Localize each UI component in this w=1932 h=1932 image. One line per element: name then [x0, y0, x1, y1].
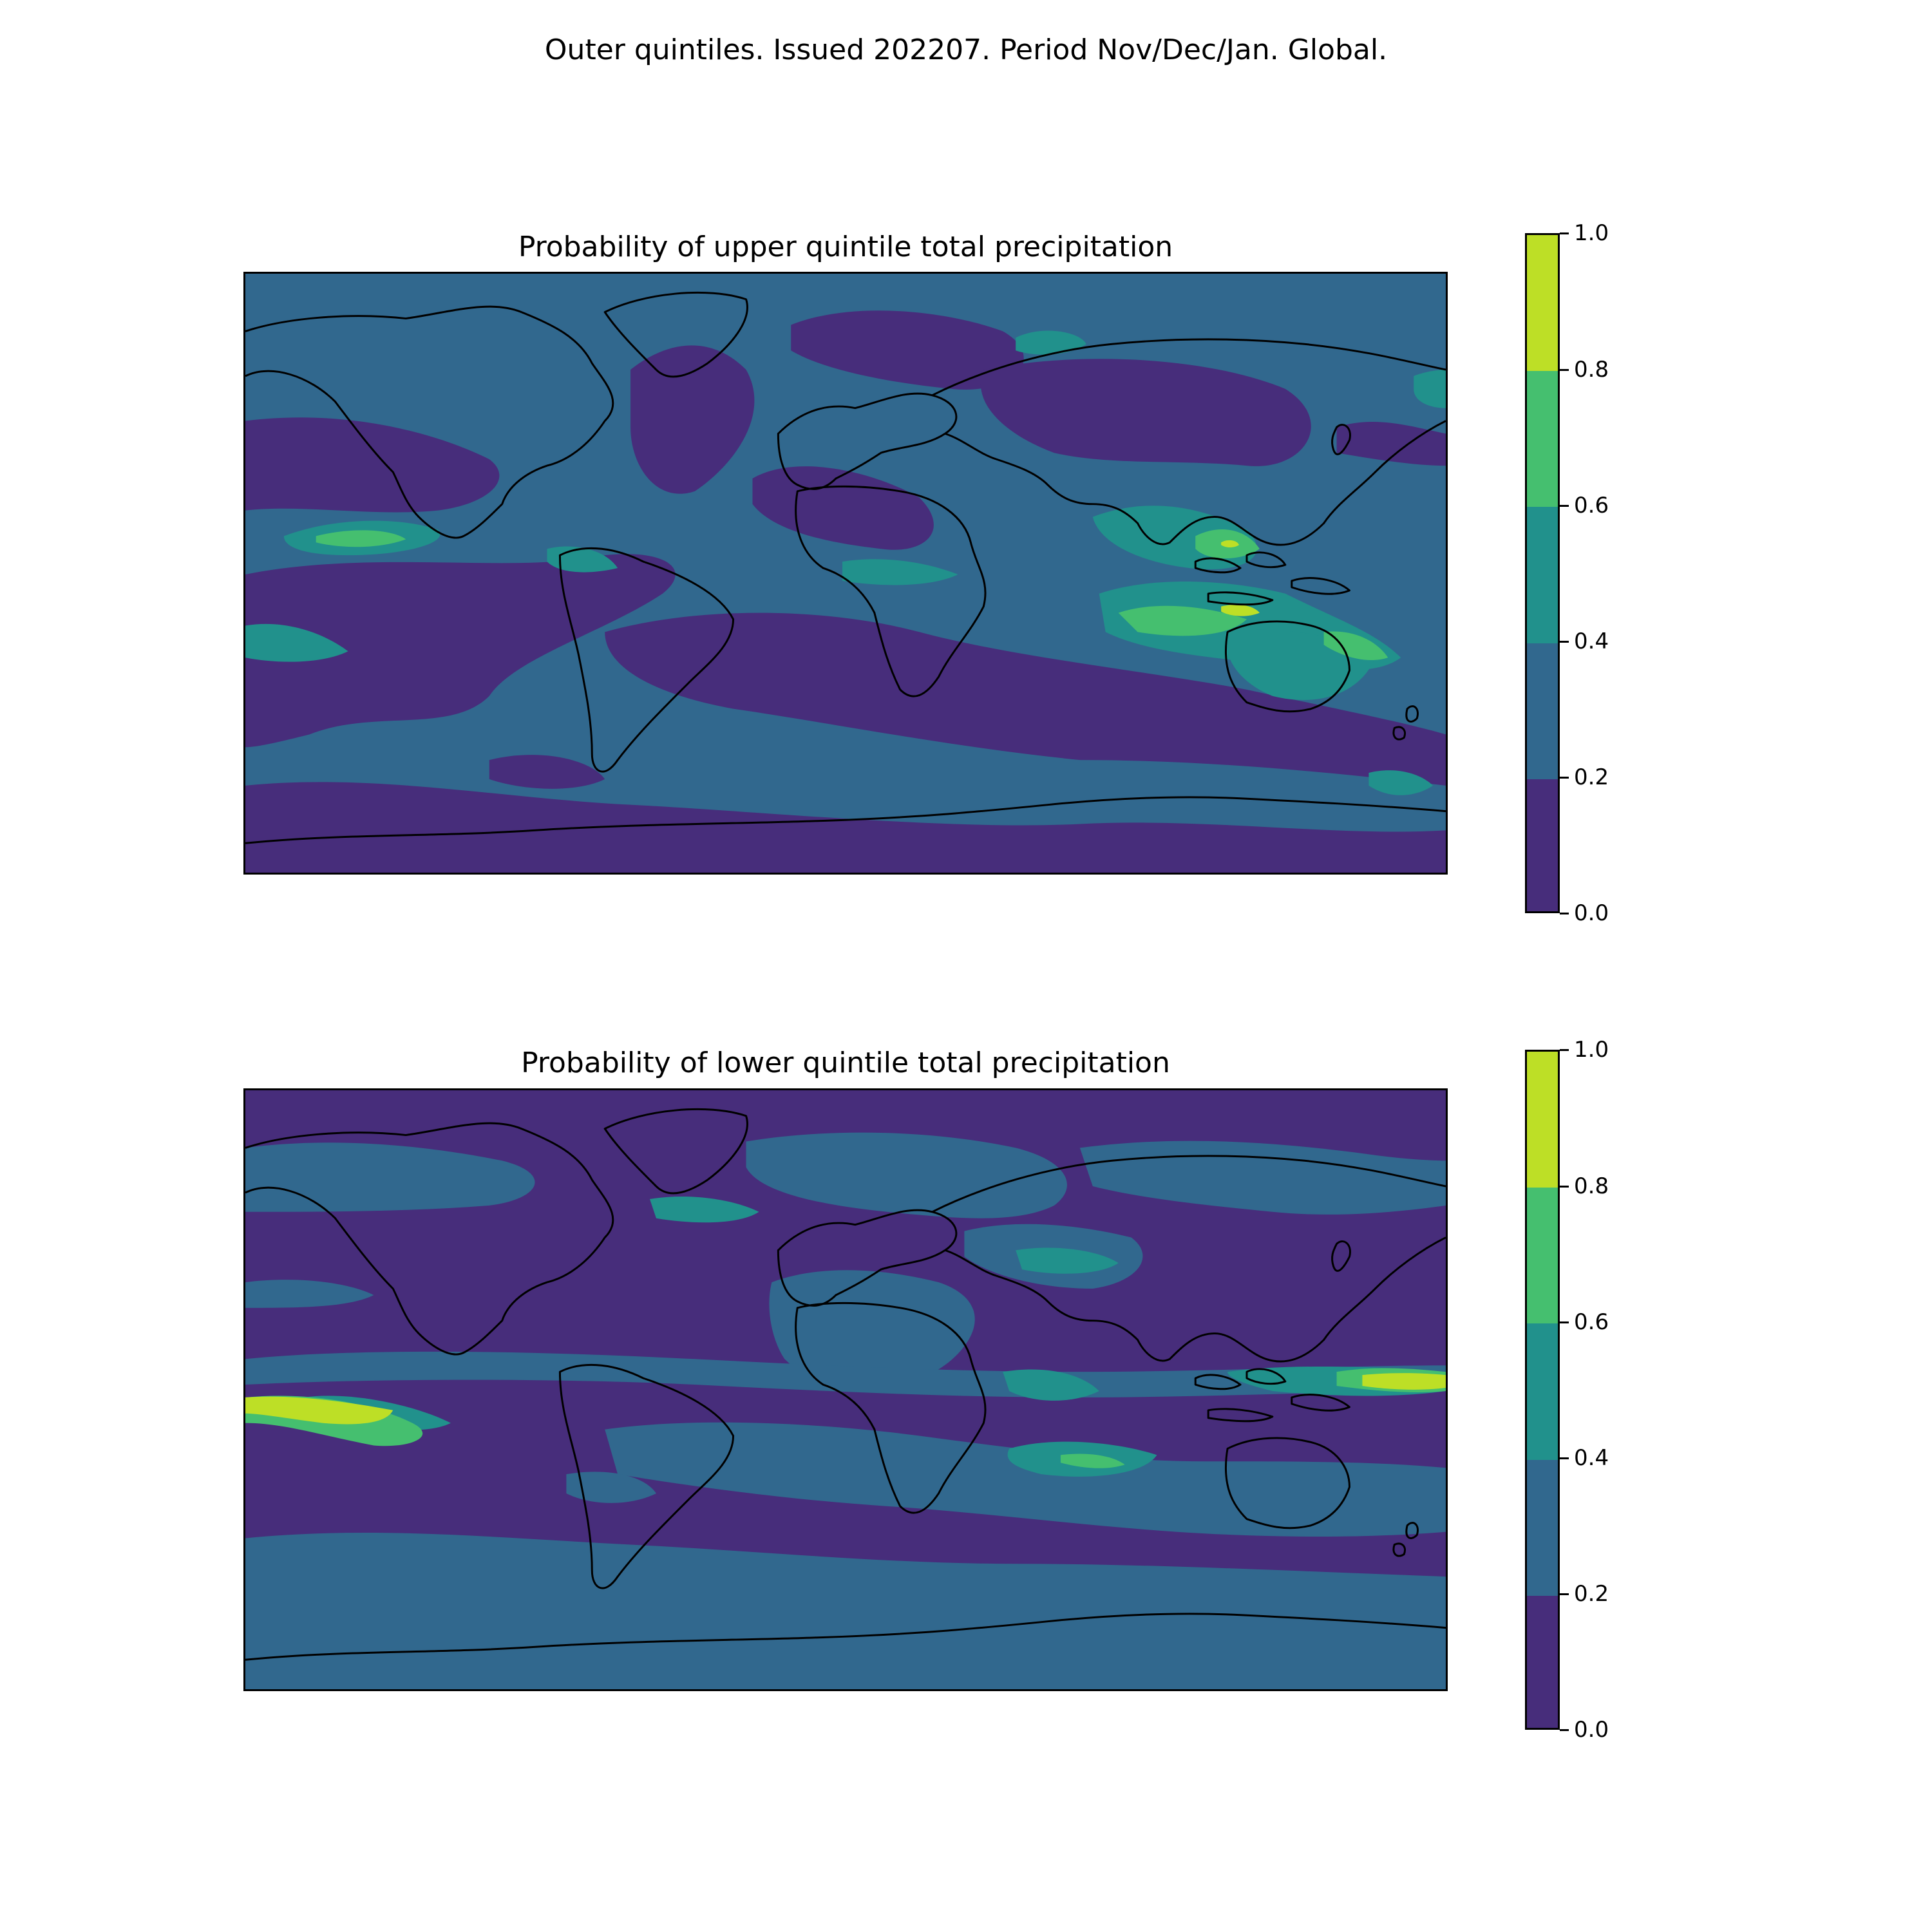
lower-map-coastlines	[245, 1108, 1446, 1661]
lower-colorbar-bin-0.8-1.0	[1527, 1052, 1558, 1188]
upper-colorbar-bin-0.0-0.2	[1527, 779, 1558, 911]
upper-map-contours	[245, 274, 1446, 873]
lower-colorbar-bin-0.2-0.4	[1527, 1459, 1558, 1596]
lower-cbar-tick-0.6: 0.6	[1559, 1309, 1609, 1335]
upper-cbar-tick-0.8: 0.8	[1559, 357, 1609, 383]
lower-cbar-tick-1.0: 1.0	[1559, 1037, 1609, 1063]
upper-colorbar	[1525, 233, 1560, 913]
lower-cbar-tick-0.8: 0.8	[1559, 1173, 1609, 1199]
lower-cbar-tick-0.4: 0.4	[1559, 1445, 1609, 1471]
upper-panel-title: Probability of upper quintile total prec…	[518, 231, 1173, 263]
lower-cbar-tick-0.0: 0.0	[1559, 1717, 1609, 1743]
upper-cbar-tick-1.0: 1.0	[1559, 220, 1609, 246]
upper-colorbar-bin-0.4-0.6	[1527, 507, 1558, 643]
lower-colorbar-bin-0.0-0.2	[1527, 1595, 1558, 1728]
upper-colorbar-bin-0.6-0.8	[1527, 371, 1558, 507]
figure-title: Outer quintiles. Issued 202207. Period N…	[544, 33, 1388, 66]
upper-cbar-tick-0.2: 0.2	[1559, 764, 1609, 790]
upper-cbar-tick-0.6: 0.6	[1559, 493, 1609, 518]
lower-colorbar-bin-0.6-0.8	[1527, 1188, 1558, 1324]
upper-colorbar-bin-0.8-1.0	[1527, 235, 1558, 372]
lower-panel-title: Probability of lower quintile total prec…	[521, 1046, 1170, 1079]
lower-colorbar-bin-0.4-0.6	[1527, 1323, 1558, 1460]
upper-colorbar-bin-0.2-0.4	[1527, 643, 1558, 779]
lower-map-contours	[245, 1090, 1446, 1689]
upper-cbar-tick-0.0: 0.0	[1559, 900, 1609, 926]
upper-quintile-map	[243, 272, 1448, 875]
lower-colorbar	[1525, 1050, 1560, 1730]
lower-cbar-tick-0.2: 0.2	[1559, 1581, 1609, 1607]
upper-cbar-tick-0.4: 0.4	[1559, 629, 1609, 654]
upper-map-coastlines	[245, 291, 1446, 844]
lower-quintile-map	[243, 1088, 1448, 1691]
